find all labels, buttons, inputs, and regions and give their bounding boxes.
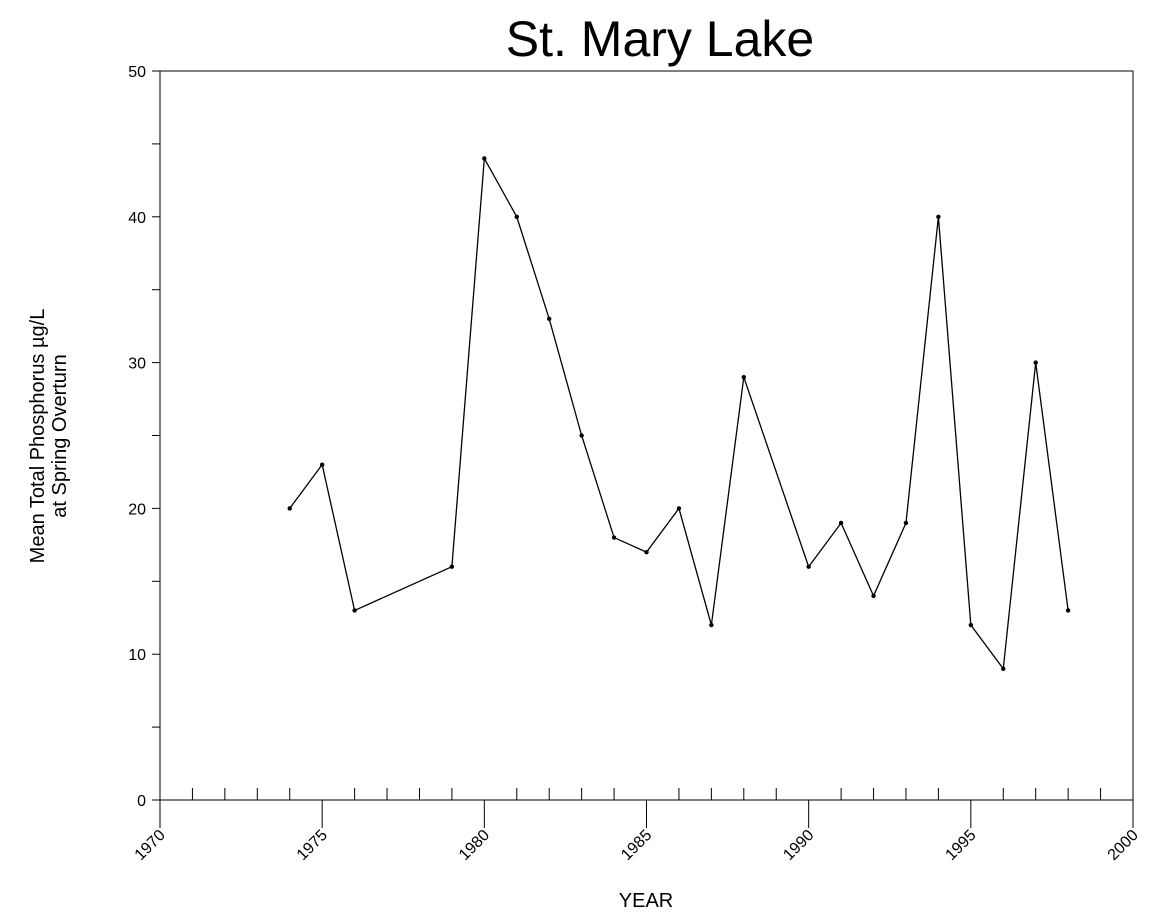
point bbox=[709, 622, 714, 628]
y-tick-label: 30 bbox=[128, 356, 146, 373]
point bbox=[741, 374, 746, 380]
y-tick-label: 40 bbox=[128, 210, 146, 227]
point bbox=[968, 622, 974, 628]
point bbox=[1065, 608, 1071, 613]
point bbox=[579, 433, 584, 438]
point bbox=[871, 593, 876, 599]
point bbox=[449, 564, 455, 569]
point bbox=[1001, 666, 1006, 671]
point bbox=[287, 506, 292, 511]
point bbox=[806, 564, 811, 569]
chart-title: St. Mary Lake bbox=[506, 11, 814, 67]
x-tick-label: 1980 bbox=[456, 827, 493, 864]
point bbox=[611, 535, 617, 540]
plot-frame bbox=[159, 70, 1134, 801]
point bbox=[352, 608, 357, 613]
point bbox=[936, 214, 941, 219]
y-axis-label: Mean Total Phosphorus µg/L at Spring Ove… bbox=[27, 309, 71, 564]
point bbox=[1033, 360, 1038, 365]
y-tick-label: 10 bbox=[128, 647, 146, 664]
point bbox=[644, 549, 649, 555]
point bbox=[514, 214, 519, 219]
y-axis-label-line: at Spring Overturn bbox=[49, 354, 71, 517]
point bbox=[676, 506, 682, 511]
point bbox=[903, 520, 909, 526]
x-tick-label: 1985 bbox=[618, 827, 655, 864]
point bbox=[547, 316, 552, 322]
x-axis-label: YEAR bbox=[619, 890, 673, 912]
point bbox=[838, 520, 844, 526]
x-tick-label: 1975 bbox=[294, 827, 331, 864]
x-tick-label: 1990 bbox=[780, 827, 817, 864]
x-tick-label: 2000 bbox=[1105, 827, 1142, 864]
y-axis-label-line: Mean Total Phosphorus µg/L bbox=[27, 309, 49, 564]
point bbox=[319, 462, 325, 467]
series-line bbox=[289, 156, 1069, 671]
x-tick-label: 1995 bbox=[942, 827, 979, 864]
x-tick-label: 1970 bbox=[132, 827, 169, 864]
y-tick-label: 0 bbox=[137, 793, 146, 810]
point bbox=[482, 156, 487, 161]
y-tick-label: 50 bbox=[128, 64, 146, 81]
y-tick-label: 20 bbox=[128, 501, 146, 518]
